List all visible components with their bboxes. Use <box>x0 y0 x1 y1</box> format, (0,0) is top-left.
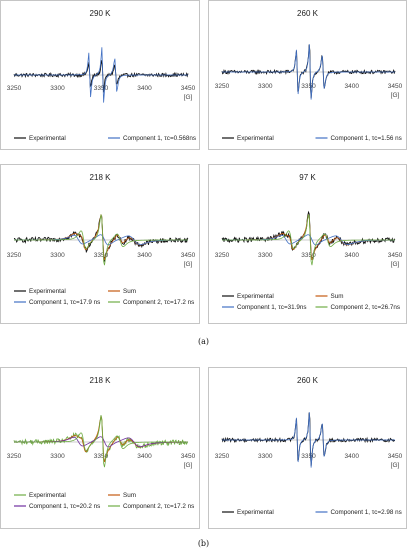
x-tick-label: 3400 <box>137 453 152 460</box>
x-tick-label: 3250 <box>7 252 22 259</box>
series-line-c2 <box>14 416 188 468</box>
legend-label: Sum <box>123 288 136 295</box>
x-tick-label: 3300 <box>258 83 273 90</box>
x-unit-label: [G] <box>184 261 193 268</box>
legend-label: Experimental <box>237 509 274 516</box>
x-tick-label: 3250 <box>215 252 230 259</box>
legend-label: Experimental <box>29 135 66 142</box>
panel-title: 260 K <box>297 376 319 385</box>
x-tick-label: 3400 <box>345 252 360 259</box>
panel-frame <box>208 164 407 324</box>
x-tick-label: 3400 <box>345 453 360 460</box>
panel-title: 290 K <box>90 9 112 18</box>
epr-panel-1: 290 K 3250 3300 3350 3400 3450 [G] Experimental… <box>0 0 200 150</box>
legend-label: Component 1, τc=31.9ns <box>237 304 307 311</box>
x-tick-label: 3400 <box>345 83 360 90</box>
x-unit-label: [G] <box>391 261 400 268</box>
x-unit-label: [G] <box>184 462 193 469</box>
x-tick-label: 3350 <box>301 453 316 460</box>
x-tick-label: 3300 <box>50 252 65 259</box>
x-unit-label: [G] <box>184 94 193 101</box>
epr-panel-3: 218 K 3250 3300 3350 3400 3450 [G] Experimental… <box>0 164 200 324</box>
epr-panel-5: 218 K 3250 3300 3350 3400 3450 [G] Experimental… <box>0 367 200 529</box>
legend-label: Component 2, τc=26.7ns <box>331 304 401 311</box>
panel-title: 218 K <box>90 173 112 182</box>
x-unit-label: [G] <box>391 462 400 469</box>
panel-frame <box>0 367 200 529</box>
legend-label: Component 1, τc=1.56 ns <box>331 135 402 142</box>
legend-label: Sum <box>331 293 344 300</box>
legend-label: Component 2, τc=17.2 ns <box>123 503 194 510</box>
panel-frame <box>0 164 200 324</box>
series-line-c2 <box>14 214 188 266</box>
x-tick-label: 3300 <box>258 252 273 259</box>
legend-label: Component 2, τc=17.2 ns <box>123 299 194 306</box>
x-tick-label: 3300 <box>258 453 273 460</box>
x-tick-label: 3250 <box>7 453 22 460</box>
legend-label: Experimental <box>29 288 66 295</box>
figure-label-b: (b) <box>198 539 209 548</box>
x-tick-label: 3450 <box>181 85 196 92</box>
x-tick-label: 3250 <box>215 453 230 460</box>
x-tick-label: 3450 <box>388 453 403 460</box>
x-tick-label: 3450 <box>388 252 403 259</box>
x-tick-label: 3350 <box>94 453 109 460</box>
figure-label-a: (a) <box>198 337 209 346</box>
legend-label: Component 1, τc=0.568ns <box>123 135 196 142</box>
legend-label: Component 1, τc=17.9 ns <box>29 299 100 306</box>
legend-label: Experimental <box>237 293 274 300</box>
x-tick-label: 3250 <box>7 85 22 92</box>
panel-title: 260 K <box>297 9 319 18</box>
x-tick-label: 3300 <box>50 453 65 460</box>
x-tick-label: 3400 <box>137 85 152 92</box>
x-tick-label: 3250 <box>215 83 230 90</box>
series-line-c1 <box>222 412 395 468</box>
x-unit-label: [G] <box>391 92 400 99</box>
legend-label: Experimental <box>237 135 274 142</box>
epr-panel-2: 260 K 3250 3300 3350 3400 3450 [G] Experimental… <box>208 0 407 150</box>
x-tick-label: 3350 <box>301 252 316 259</box>
x-tick-label: 3450 <box>181 252 196 259</box>
x-tick-label: 3350 <box>301 83 316 90</box>
panel-title: 97 K <box>299 173 316 182</box>
panel-frame <box>208 0 407 150</box>
x-tick-label: 3450 <box>388 83 403 90</box>
epr-panel-6: 260 K 3250 3300 3350 3400 3450 [G] Experimental… <box>208 367 407 529</box>
legend-label: Component 1, τc=2.98 ns <box>331 509 402 516</box>
legend-label: Experimental <box>29 492 66 499</box>
series-line-c2 <box>222 214 395 266</box>
x-tick-label: 3350 <box>94 252 109 259</box>
series-line-c1 <box>222 44 395 100</box>
legend-label: Sum <box>123 492 136 499</box>
panel-title: 218 K <box>90 376 112 385</box>
x-tick-label: 3300 <box>50 85 65 92</box>
series-line-c1 <box>14 47 188 103</box>
panel-frame <box>208 367 407 529</box>
x-tick-label: 3450 <box>181 453 196 460</box>
x-tick-label: 3350 <box>94 85 109 92</box>
x-tick-label: 3400 <box>137 252 152 259</box>
legend-label: Component 1, τc=20.2 ns <box>29 503 100 510</box>
epr-panel-4: 97 K 3250 3300 3350 3400 3450 [G] Experimental S… <box>208 164 407 324</box>
